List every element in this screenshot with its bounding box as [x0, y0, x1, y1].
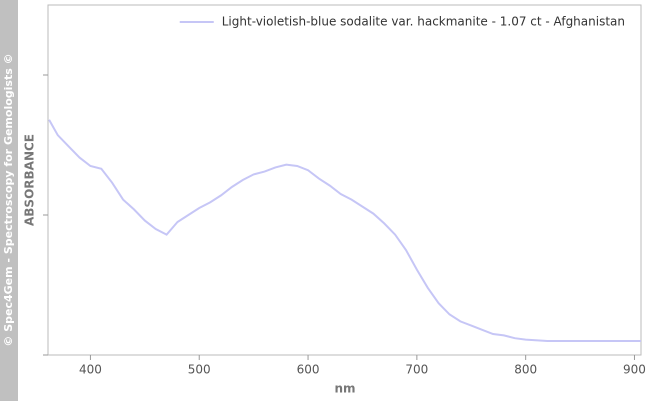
- data-line: [48, 119, 641, 342]
- x-axis-label: nm: [334, 382, 355, 396]
- legend-label: Light-violetish-blue sodalite var. hackm…: [222, 15, 625, 29]
- x-tick-label: 700: [405, 363, 428, 377]
- x-tick-label: 500: [188, 363, 211, 377]
- plot-frame: [47, 4, 642, 356]
- x-tick-label: 900: [623, 363, 646, 377]
- watermark: © Spec4Gem - Spectroscopy for Gemologist…: [2, 53, 15, 346]
- x-tick-label: 600: [297, 363, 320, 377]
- x-tick-label: 400: [79, 363, 102, 377]
- y-axis-label: ABSORBANCE: [23, 134, 37, 226]
- sidebar: [0, 0, 18, 401]
- x-tick-label: 800: [514, 363, 537, 377]
